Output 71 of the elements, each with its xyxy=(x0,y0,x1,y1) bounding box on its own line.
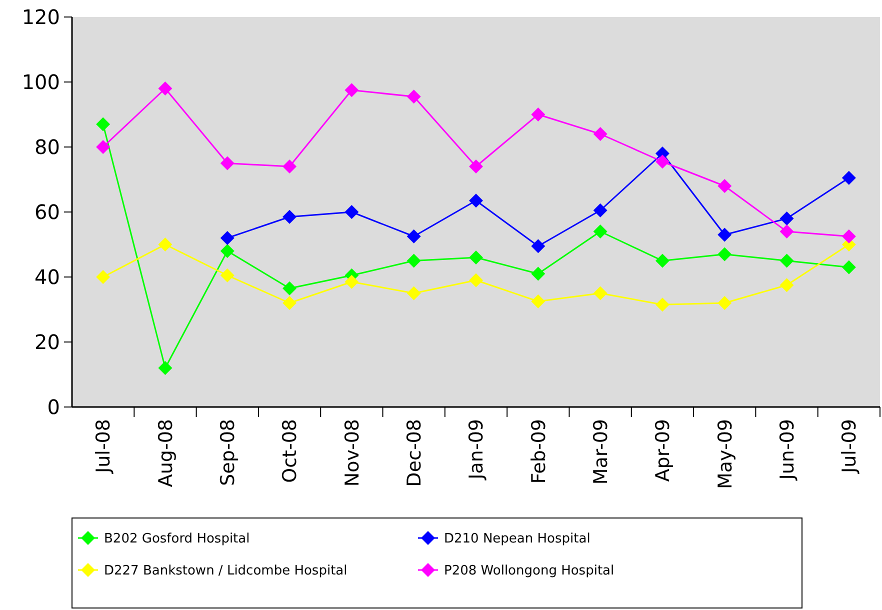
point xyxy=(406,286,421,300)
y-tick-label: 100 xyxy=(22,70,60,94)
y-tick-label: 20 xyxy=(34,330,60,354)
point xyxy=(531,108,546,122)
point xyxy=(344,274,359,289)
x-tick-label: Jun-09 xyxy=(776,419,798,481)
x-tick-label: Dec-08 xyxy=(403,419,426,487)
x-tick-label: Jan-09 xyxy=(466,419,488,480)
point xyxy=(406,254,421,268)
point xyxy=(344,83,359,98)
point xyxy=(842,170,856,185)
point xyxy=(531,294,546,308)
legend-label: D210 Nepean Hospital xyxy=(444,532,590,547)
point xyxy=(469,250,483,264)
point xyxy=(158,238,172,252)
x-tick-label: Jul-09 xyxy=(838,419,861,474)
point xyxy=(531,266,546,281)
x-tick-label: Oct-08 xyxy=(279,419,302,483)
point xyxy=(780,212,794,226)
point xyxy=(842,229,856,244)
point xyxy=(718,247,732,262)
y-tick-label: 60 xyxy=(34,200,60,224)
x-tick-label: Mar-09 xyxy=(590,419,612,485)
point xyxy=(718,228,732,242)
point xyxy=(655,298,670,312)
legend-label: P208 Wollongong Hospital xyxy=(444,564,614,579)
y-tick-label: 40 xyxy=(34,265,60,289)
y-tick-label: 120 xyxy=(22,5,60,29)
point xyxy=(96,117,110,132)
x-tick-label: May-09 xyxy=(714,419,736,489)
point xyxy=(96,140,110,154)
x-tick-label: Nov-08 xyxy=(341,419,364,487)
y-tick-label: 80 xyxy=(34,135,60,159)
legend-label: D227 Bankstown / Lidcombe Hospital xyxy=(104,564,348,579)
x-tick-label: Jul-08 xyxy=(92,419,115,474)
point xyxy=(593,224,608,238)
point xyxy=(531,239,546,254)
point xyxy=(158,361,172,375)
point xyxy=(593,127,608,141)
point xyxy=(344,205,359,219)
point xyxy=(406,90,421,104)
point xyxy=(282,281,297,296)
point xyxy=(718,179,732,193)
point xyxy=(220,156,234,170)
point xyxy=(780,224,794,238)
point xyxy=(469,160,483,174)
point xyxy=(469,194,483,208)
x-tick-label: Feb-09 xyxy=(528,419,550,484)
point xyxy=(282,210,297,224)
point xyxy=(220,268,234,282)
x-tick-label: Sep-08 xyxy=(217,419,240,486)
x-tick-label: Aug-08 xyxy=(154,419,177,488)
point xyxy=(593,286,608,300)
point xyxy=(842,260,856,274)
point xyxy=(282,160,297,174)
point xyxy=(655,154,670,169)
point xyxy=(220,231,234,245)
point xyxy=(655,254,670,268)
point xyxy=(282,296,297,310)
point xyxy=(406,229,421,244)
point xyxy=(220,244,234,258)
point xyxy=(158,82,172,96)
point xyxy=(718,296,732,310)
y-tick-label: 0 xyxy=(47,395,60,419)
x-tick-label: Apr-09 xyxy=(652,419,674,482)
point xyxy=(593,203,608,218)
point xyxy=(780,254,794,268)
point xyxy=(780,278,794,292)
point xyxy=(469,273,483,288)
point xyxy=(96,270,110,284)
legend-label: B202 Gosford Hospital xyxy=(104,532,250,547)
